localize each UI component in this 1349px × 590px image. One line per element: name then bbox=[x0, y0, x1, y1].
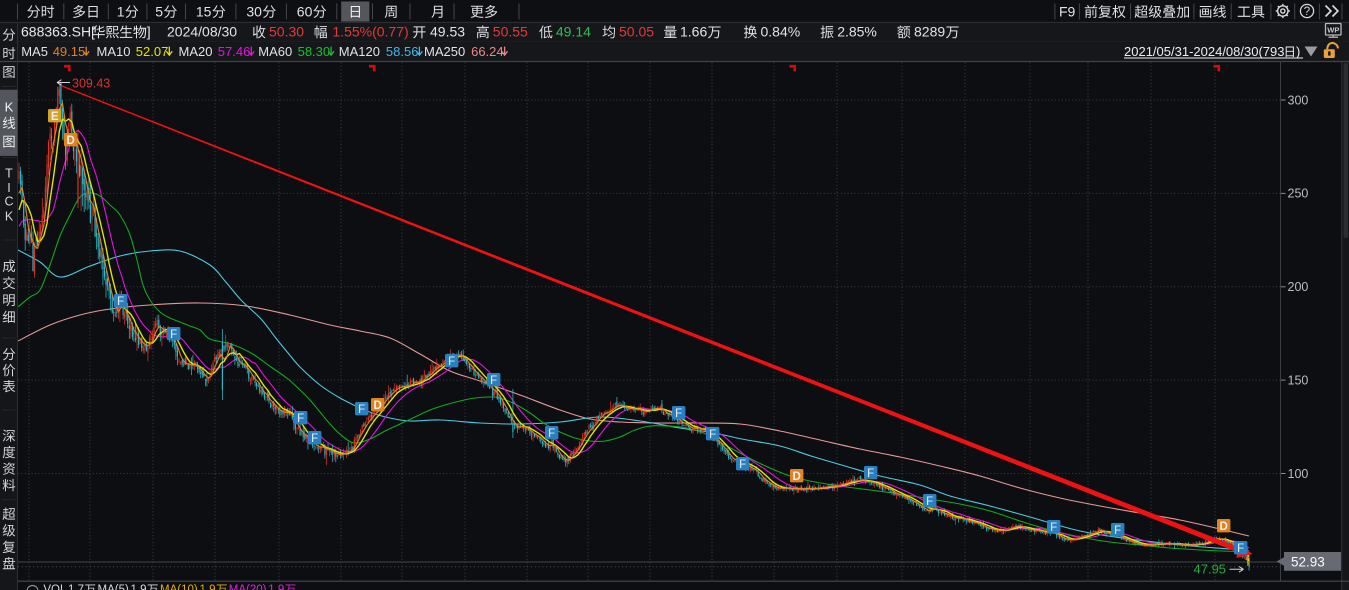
svg-text:1.9: 1.9 bbox=[200, 584, 216, 590]
svg-text:52.93: 52.93 bbox=[1291, 554, 1325, 569]
svg-text:F: F bbox=[311, 433, 318, 445]
svg-text:8289: 8289 bbox=[914, 24, 945, 40]
svg-text:50.05: 50.05 bbox=[619, 24, 654, 40]
svg-text:52.07: 52.07 bbox=[136, 44, 169, 59]
svg-text:F: F bbox=[709, 429, 716, 441]
svg-text:): ) bbox=[1296, 44, 1300, 59]
svg-text:1.9: 1.9 bbox=[268, 584, 284, 590]
svg-text:688363.SH[: 688363.SH[ bbox=[21, 24, 95, 40]
svg-text:2021/05/31-2024/08/30(793: 2021/05/31-2024/08/30(793 bbox=[1124, 44, 1284, 59]
svg-text:MA(5): MA(5) bbox=[98, 584, 129, 590]
svg-text:MA(10): MA(10) bbox=[160, 584, 198, 590]
svg-text:F: F bbox=[170, 329, 177, 341]
svg-text:MA250: MA250 bbox=[424, 44, 465, 59]
svg-text:49.14: 49.14 bbox=[556, 24, 591, 40]
svg-text:D: D bbox=[793, 471, 801, 483]
svg-text:MA60: MA60 bbox=[258, 44, 292, 59]
svg-text:VOL: VOL bbox=[43, 584, 67, 590]
svg-text:60: 60 bbox=[297, 3, 313, 19]
svg-text:F: F bbox=[739, 459, 746, 471]
svg-text:F: F bbox=[1050, 522, 1057, 534]
svg-text:49.53: 49.53 bbox=[430, 24, 465, 40]
svg-text:F: F bbox=[490, 375, 497, 387]
svg-text:C: C bbox=[4, 195, 13, 209]
svg-text:F: F bbox=[1237, 543, 1244, 555]
svg-text:1.55%(0.77): 1.55%(0.77) bbox=[332, 24, 408, 40]
svg-text:1.9: 1.9 bbox=[131, 584, 147, 590]
svg-text:MA120: MA120 bbox=[339, 44, 380, 59]
svg-text:D: D bbox=[374, 400, 382, 412]
svg-text:MA10: MA10 bbox=[97, 44, 131, 59]
svg-text:F: F bbox=[117, 296, 124, 308]
svg-text:K: K bbox=[5, 210, 14, 224]
svg-text:WP: WP bbox=[1327, 26, 1339, 35]
svg-text:58.30: 58.30 bbox=[298, 44, 331, 59]
svg-text:F: F bbox=[548, 428, 555, 440]
svg-text:E: E bbox=[51, 111, 59, 123]
svg-text:5: 5 bbox=[155, 3, 163, 19]
svg-text:15: 15 bbox=[196, 3, 212, 19]
svg-text:MA(20): MA(20) bbox=[229, 584, 267, 590]
svg-text:1.7: 1.7 bbox=[68, 584, 84, 590]
svg-text:47.95: 47.95 bbox=[1194, 561, 1227, 576]
svg-text:I: I bbox=[7, 181, 10, 195]
svg-text:F: F bbox=[1114, 525, 1121, 537]
svg-text:MA5: MA5 bbox=[21, 44, 48, 59]
svg-text:F: F bbox=[448, 356, 455, 368]
svg-text:2024/08/30: 2024/08/30 bbox=[167, 24, 237, 40]
svg-text:MA20: MA20 bbox=[179, 44, 213, 59]
svg-text:58.56: 58.56 bbox=[386, 44, 419, 59]
svg-text:]: ] bbox=[147, 24, 151, 40]
svg-text:D: D bbox=[67, 135, 75, 147]
svg-text:D: D bbox=[1220, 521, 1228, 533]
svg-text:?: ? bbox=[1304, 6, 1310, 18]
svg-text:30: 30 bbox=[246, 3, 262, 19]
svg-text:309.43: 309.43 bbox=[72, 76, 110, 90]
svg-text:100: 100 bbox=[1288, 467, 1309, 481]
svg-text:F: F bbox=[867, 468, 874, 480]
svg-text:K: K bbox=[5, 100, 14, 115]
svg-text:50.55: 50.55 bbox=[493, 24, 528, 40]
svg-text:1: 1 bbox=[117, 3, 125, 19]
svg-text:50.30: 50.30 bbox=[269, 24, 304, 40]
svg-text:F9: F9 bbox=[1059, 3, 1076, 19]
svg-text:49.15: 49.15 bbox=[53, 44, 86, 59]
svg-text:57.46: 57.46 bbox=[218, 44, 251, 59]
svg-text:200: 200 bbox=[1288, 280, 1309, 294]
svg-text:2.85%: 2.85% bbox=[837, 24, 877, 40]
svg-text:66.24: 66.24 bbox=[471, 44, 504, 59]
svg-text:T: T bbox=[5, 167, 13, 181]
svg-text:300: 300 bbox=[1288, 93, 1309, 107]
svg-text:250: 250 bbox=[1288, 187, 1309, 201]
svg-text:150: 150 bbox=[1288, 373, 1309, 387]
svg-text:1.66: 1.66 bbox=[680, 24, 707, 40]
svg-text:F: F bbox=[297, 413, 304, 425]
svg-text:F: F bbox=[926, 496, 933, 508]
svg-text:F: F bbox=[358, 404, 365, 416]
svg-text:F: F bbox=[675, 408, 682, 420]
svg-text:0.84%: 0.84% bbox=[761, 24, 801, 40]
